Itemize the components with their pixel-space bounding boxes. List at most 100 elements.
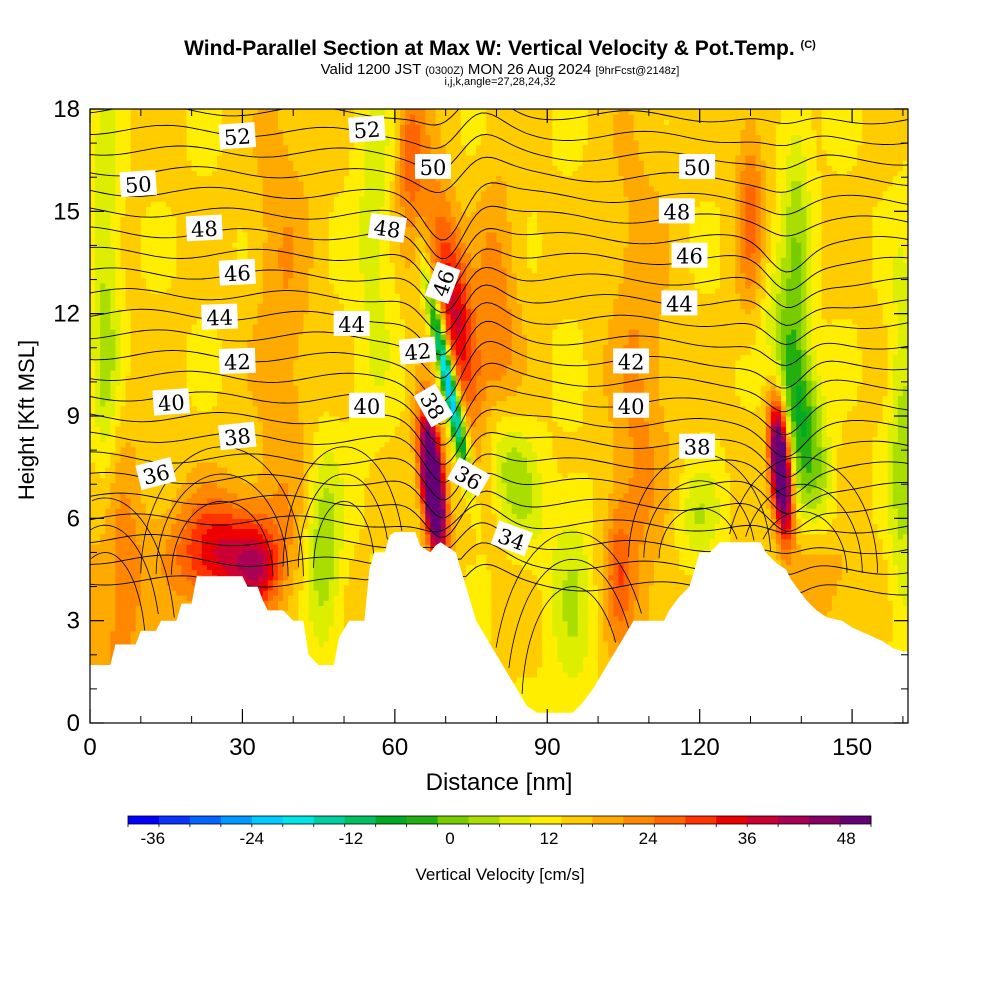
w-cell (125, 262, 132, 269)
w-cell (262, 574, 269, 581)
w-cell (161, 589, 167, 596)
w-cell (283, 421, 289, 427)
w-cell (211, 293, 218, 299)
w-cell (247, 554, 254, 560)
w-cell (181, 502, 188, 509)
w-cell (120, 605, 127, 612)
w-cell (156, 226, 162, 233)
w-cell (247, 211, 254, 218)
w-cell (211, 410, 218, 417)
w-cell (232, 543, 238, 550)
w-cell (161, 267, 167, 274)
w-cell (176, 114, 183, 120)
w-cell (181, 170, 188, 177)
w-cell (206, 195, 213, 202)
w-cell (272, 395, 279, 402)
w-cell (293, 109, 299, 115)
w-cell (150, 549, 157, 555)
w-cell (237, 201, 244, 207)
w-cell (130, 549, 137, 555)
w-cell (267, 451, 274, 458)
w-cell (90, 231, 96, 238)
w-cell (120, 293, 127, 299)
w-cell (277, 195, 284, 202)
w-cell (100, 462, 106, 468)
w-cell (161, 231, 167, 238)
w-cell (176, 364, 183, 371)
w-cell (201, 421, 208, 427)
w-cell (105, 636, 111, 642)
w-cell (100, 119, 106, 125)
w-cell (145, 584, 152, 591)
w-cell (267, 160, 274, 166)
w-cell (95, 257, 101, 264)
w-cell (217, 456, 223, 463)
w-cell (222, 533, 228, 540)
w-cell (120, 124, 127, 131)
w-cell (288, 385, 294, 392)
w-cell (196, 282, 203, 289)
w-cell (262, 523, 269, 530)
w-cell (211, 416, 218, 422)
w-cell (140, 155, 147, 161)
w-cell (242, 564, 249, 571)
w-cell (257, 155, 264, 161)
w-cell (206, 533, 213, 540)
w-cell (186, 431, 193, 438)
w-cell (130, 528, 137, 535)
w-cell (277, 554, 284, 560)
w-cell (90, 216, 96, 223)
w-cell (166, 226, 172, 233)
w-cell (232, 538, 238, 545)
w-cell (217, 180, 223, 187)
w-cell (156, 349, 162, 356)
w-cell (166, 221, 172, 228)
w-cell (115, 380, 122, 386)
w-cell (150, 625, 157, 632)
w-cell (267, 293, 274, 299)
w-cell (125, 318, 132, 325)
w-cell (145, 318, 152, 325)
w-cell (110, 124, 116, 131)
w-cell (176, 441, 183, 448)
w-cell (196, 165, 203, 171)
w-cell (120, 431, 127, 438)
w-cell (181, 282, 188, 289)
w-cell (166, 170, 172, 177)
w-cell (95, 119, 101, 125)
w-cell (135, 155, 142, 161)
w-cell (105, 293, 111, 299)
w-cell (115, 206, 122, 212)
w-cell (196, 129, 203, 136)
w-cell (283, 426, 289, 432)
w-cell (247, 247, 254, 253)
w-cell (277, 293, 284, 299)
w-cell (100, 247, 106, 253)
w-cell (171, 109, 177, 115)
w-cell (191, 400, 198, 407)
w-cell (298, 416, 304, 422)
w-cell (150, 426, 157, 432)
w-cell (115, 124, 122, 131)
w-cell (105, 410, 111, 417)
w-cell (196, 421, 203, 427)
w-cell (166, 318, 172, 325)
w-cell (227, 175, 233, 182)
w-cell (277, 242, 284, 248)
w-cell (211, 385, 218, 392)
w-cell (145, 201, 152, 207)
w-cell (262, 446, 269, 453)
w-cell (201, 257, 208, 264)
w-cell (252, 329, 259, 335)
w-cell (135, 298, 142, 305)
w-cell (252, 477, 259, 484)
w-cell (201, 528, 208, 535)
w-cell (176, 195, 183, 202)
w-cell (288, 405, 294, 412)
w-cell (186, 334, 193, 340)
w-cell (166, 272, 172, 279)
w-cell (227, 482, 233, 489)
w-cell (196, 180, 203, 187)
w-cell (247, 298, 254, 305)
w-cell (90, 180, 96, 187)
